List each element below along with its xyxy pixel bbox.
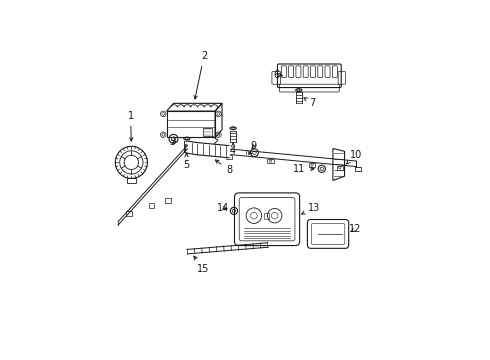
Bar xyxy=(167,111,215,138)
Bar xyxy=(355,167,361,171)
Text: 3: 3 xyxy=(169,136,175,147)
Text: 9: 9 xyxy=(250,141,256,151)
Bar xyxy=(165,198,171,203)
Text: 7: 7 xyxy=(304,98,316,108)
Text: 5: 5 xyxy=(183,153,189,170)
Bar xyxy=(185,145,190,153)
Bar xyxy=(126,211,132,216)
Text: 8: 8 xyxy=(216,160,232,175)
Bar xyxy=(267,159,274,163)
Bar xyxy=(127,178,136,184)
Bar xyxy=(337,166,343,170)
Bar xyxy=(264,213,269,219)
Text: 2: 2 xyxy=(194,51,207,99)
Text: 12: 12 xyxy=(349,224,361,234)
Text: 1: 1 xyxy=(127,111,134,141)
Text: 10: 10 xyxy=(346,150,362,165)
Text: 6: 6 xyxy=(274,69,283,80)
Bar xyxy=(203,128,212,136)
Text: 15: 15 xyxy=(194,256,210,274)
Text: 13: 13 xyxy=(302,203,320,214)
Bar xyxy=(309,163,316,167)
Text: 11: 11 xyxy=(293,164,314,174)
Bar xyxy=(225,155,232,159)
Text: 14: 14 xyxy=(217,203,229,213)
Bar xyxy=(148,203,154,208)
Text: 4: 4 xyxy=(230,143,236,156)
